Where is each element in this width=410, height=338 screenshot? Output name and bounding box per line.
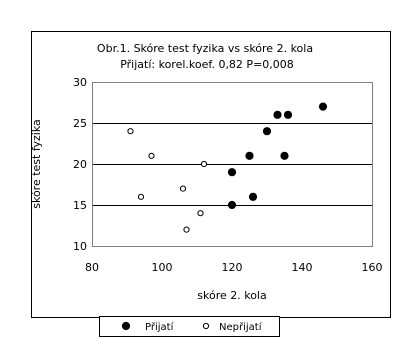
data-point-prijati [318, 102, 328, 111]
chart-area-border [31, 31, 391, 318]
chart-title-line2: Přijatí: korel.koef. 0,82 P=0,008 [120, 58, 294, 71]
chart-title-line1: Obr.1. Skóre test fyzika vs skóre 2. kol… [97, 42, 313, 55]
gridlines [92, 123, 372, 206]
y-tick-label: 25 [73, 117, 87, 130]
data-point-prijati [283, 110, 293, 119]
y-tick-label: 15 [73, 199, 87, 212]
x-tick-label: 100 [152, 261, 173, 274]
data-point-neprijati [148, 152, 155, 159]
legend-marker-prijati [121, 321, 131, 331]
x-tick-labels: 80 100 120 140 160 [85, 261, 383, 274]
x-tick-label: 80 [85, 261, 99, 274]
data-point-neprijati [183, 226, 190, 233]
data-point-neprijati [137, 193, 145, 200]
y-tick-label: 10 [73, 240, 87, 253]
data-point-prijati [248, 192, 258, 201]
y-tick-label: 20 [73, 158, 87, 171]
data-point-prijati [245, 151, 254, 160]
x-tick-label: 120 [222, 261, 243, 274]
data-point-prijati [273, 110, 282, 119]
x-tick-label: 160 [362, 261, 383, 274]
legend-marker-neprijati [202, 322, 210, 330]
data-point-neprijati [179, 185, 187, 192]
data-point-prijati [227, 200, 237, 210]
legend-box [99, 316, 280, 337]
data-point-neprijati [200, 160, 208, 168]
x-tick-label: 140 [292, 261, 313, 274]
y-tick-label: 30 [73, 76, 87, 89]
data-point-prijati [280, 151, 289, 160]
legend-label-prijati: Přijatí [145, 321, 175, 333]
legend-label-neprijati: Nepřijatí [219, 321, 263, 333]
x-axis-label: skóre 2. kola [197, 289, 266, 302]
legend: Přijatí Nepřijatí [99, 316, 280, 337]
y-axis-label: skóre test fyzika [30, 119, 43, 209]
data-point-neprijati [197, 210, 204, 217]
y-tick-labels: 10 15 20 25 30 [73, 76, 87, 253]
plot-area-frame [92, 82, 373, 247]
data-point-prijati [262, 127, 272, 136]
data-point-neprijati [127, 128, 134, 135]
data-point-prijati [227, 168, 237, 177]
data-points [127, 102, 328, 233]
